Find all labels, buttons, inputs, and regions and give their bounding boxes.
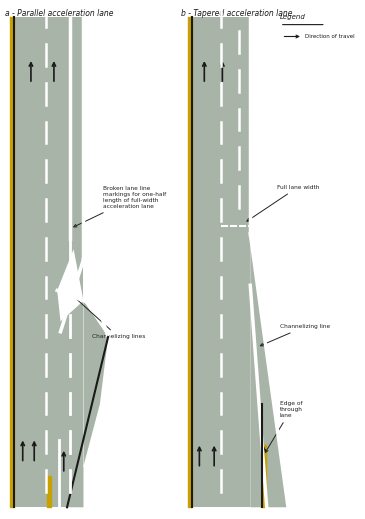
Polygon shape [57,249,84,321]
Text: Full lane width: Full lane width [247,185,319,221]
Text: Channelizing lines: Channelizing lines [70,293,145,339]
Polygon shape [250,234,288,507]
Polygon shape [9,17,84,507]
Text: Edge of
through
lane: Edge of through lane [265,401,303,453]
Polygon shape [47,301,108,507]
Text: Direction of travel: Direction of travel [305,34,355,39]
Polygon shape [188,17,250,507]
Text: a - Parallel acceleration lane: a - Parallel acceleration lane [5,9,113,18]
Text: Channelizing line: Channelizing line [260,324,330,346]
Text: b - Tapered acceleration lane: b - Tapered acceleration lane [181,9,293,18]
Text: Legend: Legend [280,15,306,20]
Text: Broken lane line
markings for one-half
length of full-width
acceleration lane: Broken lane line markings for one-half l… [74,186,166,227]
